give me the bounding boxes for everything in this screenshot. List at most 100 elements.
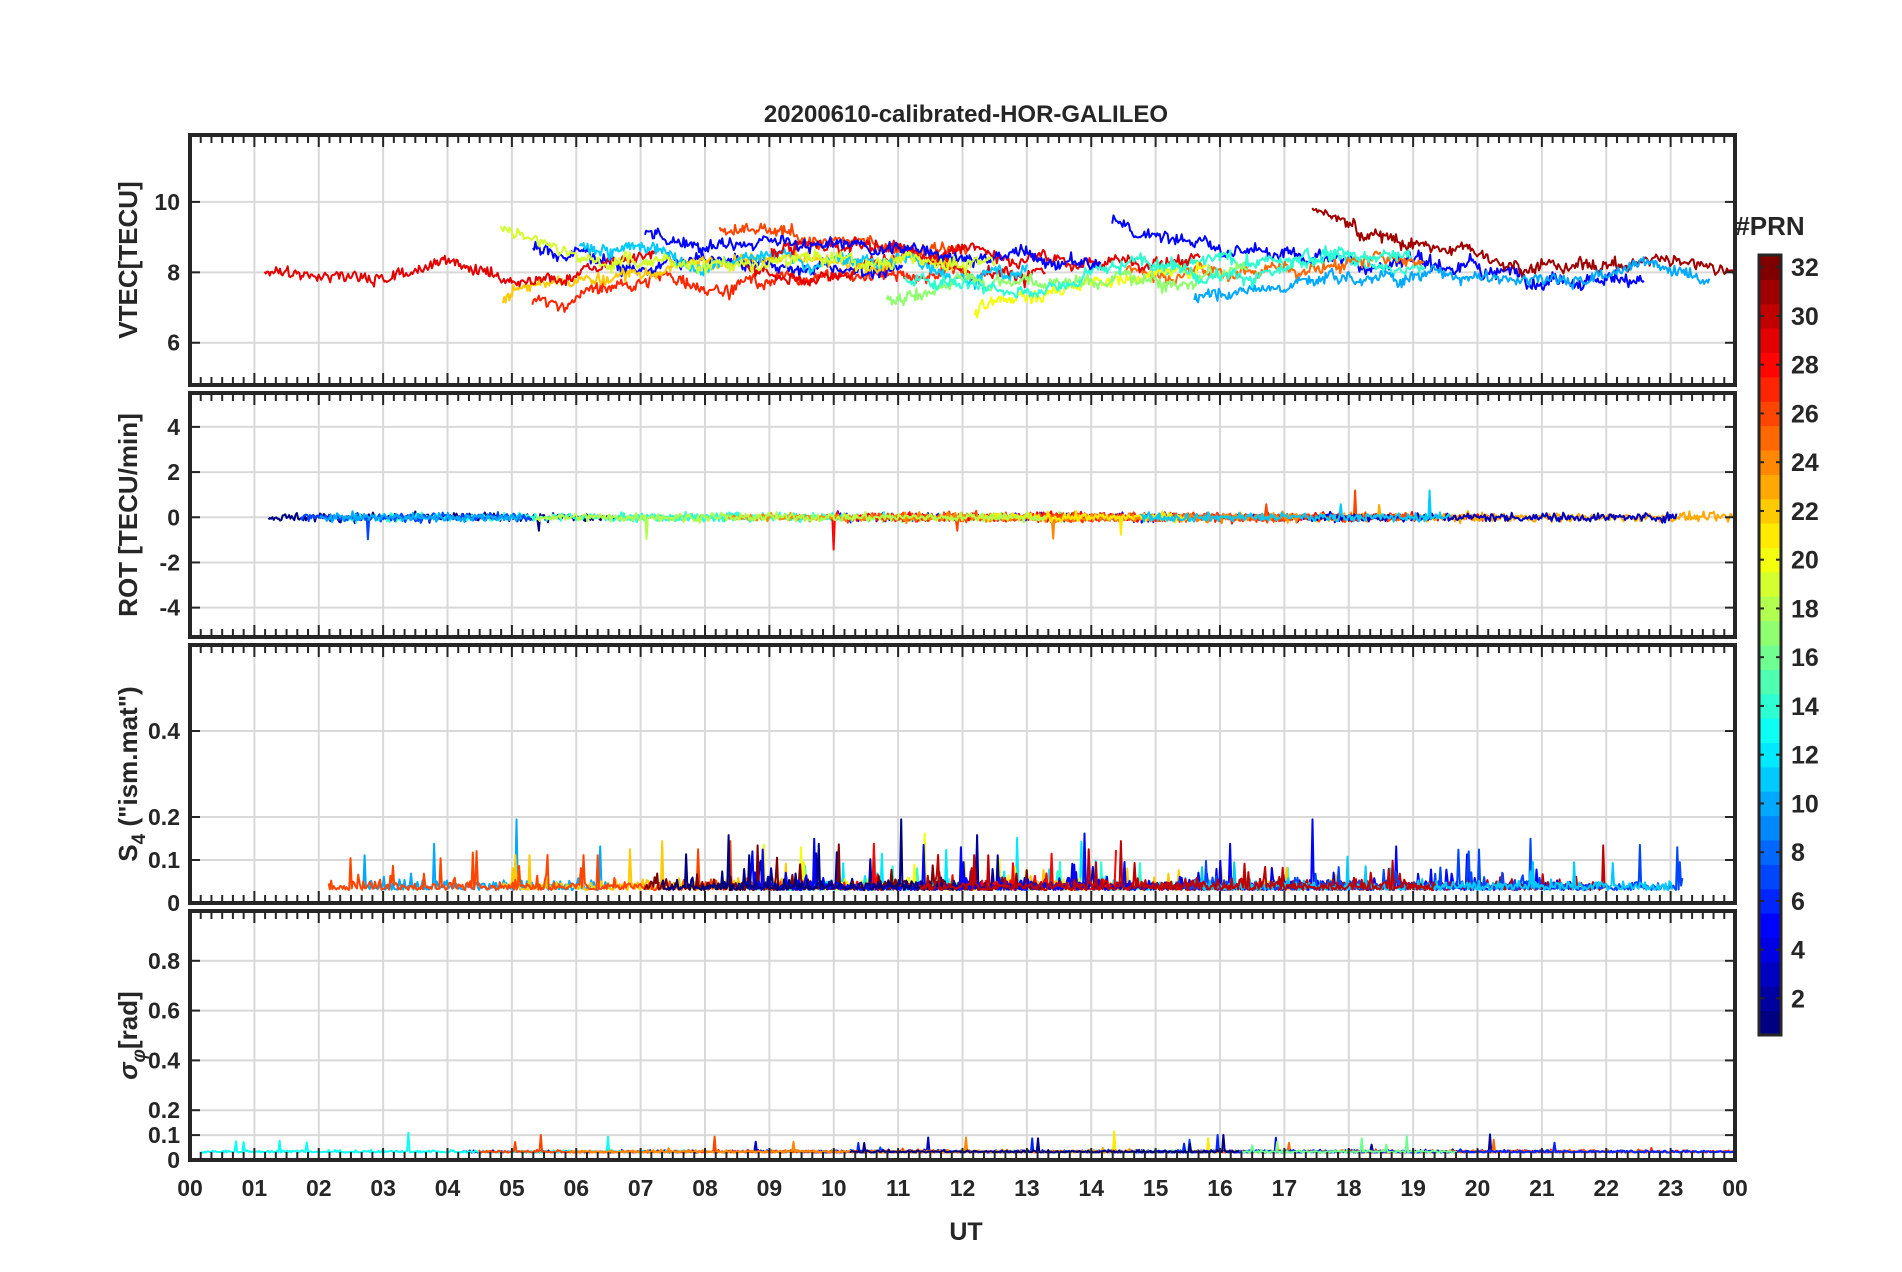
grid-sigma [189, 911, 1736, 1161]
x-tick-label: 03 [370, 1175, 396, 1201]
colorbar-segment [1759, 596, 1781, 622]
series-s4 [327, 818, 1684, 892]
colorbar-tick-label: 6 [1791, 888, 1805, 916]
colorbar-segment [1759, 961, 1781, 987]
prn-trace [919, 840, 1437, 892]
y-tick-label: 0.4 [148, 718, 180, 744]
x-ticks-sigma [189, 911, 1736, 1161]
colorbar-segment [1759, 352, 1781, 378]
x-tick-label: 13 [1014, 1175, 1040, 1201]
y-axis-label-vtec: VTEC[TECU] [113, 181, 143, 338]
x-tick-label: 11 [886, 1175, 911, 1201]
x-tick-label: 02 [306, 1175, 332, 1201]
colorbar-segment [1759, 815, 1781, 841]
prn-trace [362, 818, 612, 892]
y-tick-label: 0.4 [148, 1047, 180, 1073]
y-axis-label-sigma: σφ[rad] [113, 991, 150, 1079]
colorbar-segment [1759, 1010, 1781, 1036]
colorbar-segment [1759, 693, 1781, 719]
colorbar-tick-label: 14 [1791, 693, 1819, 721]
x-tick-label: 22 [1593, 1175, 1619, 1201]
colorbar-label: #PRN [1735, 211, 1804, 241]
x-tick-label: 08 [692, 1175, 718, 1201]
colorbar-tick-label: 18 [1791, 595, 1819, 623]
prn-trace [531, 263, 970, 313]
y-axis-label-s4: S4 ("ism.mat") [113, 686, 150, 861]
prn-trace [263, 249, 658, 288]
x-tick-label: 16 [1207, 1175, 1233, 1201]
prn-trace [498, 840, 788, 892]
colorbar-segment [1759, 425, 1781, 451]
x-tick-label: 19 [1400, 1175, 1426, 1201]
y-tick-label: 0.8 [148, 948, 180, 974]
prn-trace [841, 489, 1421, 532]
y-tick-label: 6 [167, 330, 180, 356]
y-tick-label: 0.1 [148, 1122, 180, 1148]
x-tick-label: 20 [1465, 1175, 1491, 1201]
y-tick-label: 10 [154, 189, 180, 215]
x-tick-label: 04 [435, 1175, 461, 1201]
colorbar-tick-label: 24 [1791, 449, 1819, 477]
colorbar-segment [1759, 913, 1781, 938]
y-tick-label: 0.6 [148, 998, 180, 1024]
colorbar-tick-label: 16 [1791, 644, 1819, 672]
colorbar-tick-label: 26 [1791, 400, 1819, 428]
prn-trace [1193, 256, 1711, 304]
prn-trace [1150, 244, 1426, 277]
series-rot [267, 489, 1735, 551]
colorbar-segment [1759, 791, 1781, 817]
y-tick-label: 0 [167, 1147, 180, 1173]
series-vtec [263, 207, 1735, 319]
prn-trace [534, 511, 1047, 541]
x-tick-label: 06 [563, 1175, 589, 1201]
colorbar-tick-label: 2 [1791, 985, 1805, 1013]
figure-title: 20200610-calibrated-HOR-GALILEO [764, 101, 1168, 128]
x-tick-label: 00 [1722, 1175, 1748, 1201]
x-tick-label: 23 [1658, 1175, 1684, 1201]
x-tick-label: 09 [757, 1175, 783, 1201]
colorbar-segment [1759, 986, 1781, 1012]
prn-trace [644, 227, 1102, 271]
panel-rot: -4 -2 0 2 4 ROT [TECU/min] [113, 391, 1737, 639]
colorbar-tick-label: 20 [1791, 547, 1819, 575]
colorbar-tick-label: 4 [1791, 937, 1805, 965]
colorbar-tick-label: 8 [1791, 839, 1805, 867]
panel-vtec: 6 8 10 VTEC[TECU] [113, 133, 1737, 387]
prn-trace [904, 246, 1412, 299]
colorbar-segment [1759, 279, 1781, 305]
prn-trace [300, 511, 532, 541]
prn-trace [1311, 207, 1735, 279]
colorbar-segment [1759, 888, 1781, 914]
colorbar-segment [1759, 620, 1781, 646]
x-tick-label: 18 [1336, 1175, 1362, 1201]
colorbar-segment [1759, 474, 1781, 500]
prn-trace [660, 818, 959, 892]
colorbar-tick-label: 12 [1791, 742, 1819, 770]
colorbar-segment [1759, 742, 1781, 768]
x-ticks-rot [189, 393, 1736, 637]
x-ticks-s4 [189, 645, 1736, 904]
colorbar-segment [1759, 547, 1781, 573]
y-tick-label: 0.2 [148, 1097, 180, 1123]
colorbar-segment [1759, 401, 1781, 427]
colorbar-segment [1759, 450, 1781, 475]
colorbar-segment [1759, 718, 1781, 743]
x-axis-label: UT [949, 1218, 982, 1246]
colorbar-segment [1759, 255, 1781, 280]
y-tick-label: 0 [167, 504, 180, 530]
colorbar-tick-label: 30 [1791, 303, 1819, 331]
panel-s4: 0 0.1 0.2 0.4S4 ("ism.mat") [113, 643, 1737, 916]
y-tick-label: -4 [160, 595, 181, 621]
colorbar-segment [1759, 864, 1781, 890]
colorbar-segment [1759, 840, 1781, 865]
colorbar-segment [1759, 523, 1781, 548]
x-tick-label: 01 [242, 1175, 268, 1201]
colorbar-segment [1759, 669, 1781, 695]
prn-trace [849, 1134, 1239, 1154]
colorbar-segment [1759, 571, 1781, 597]
series-sigma [200, 1130, 1735, 1154]
prn-trace [1140, 489, 1452, 523]
prn-trace [200, 1131, 692, 1154]
